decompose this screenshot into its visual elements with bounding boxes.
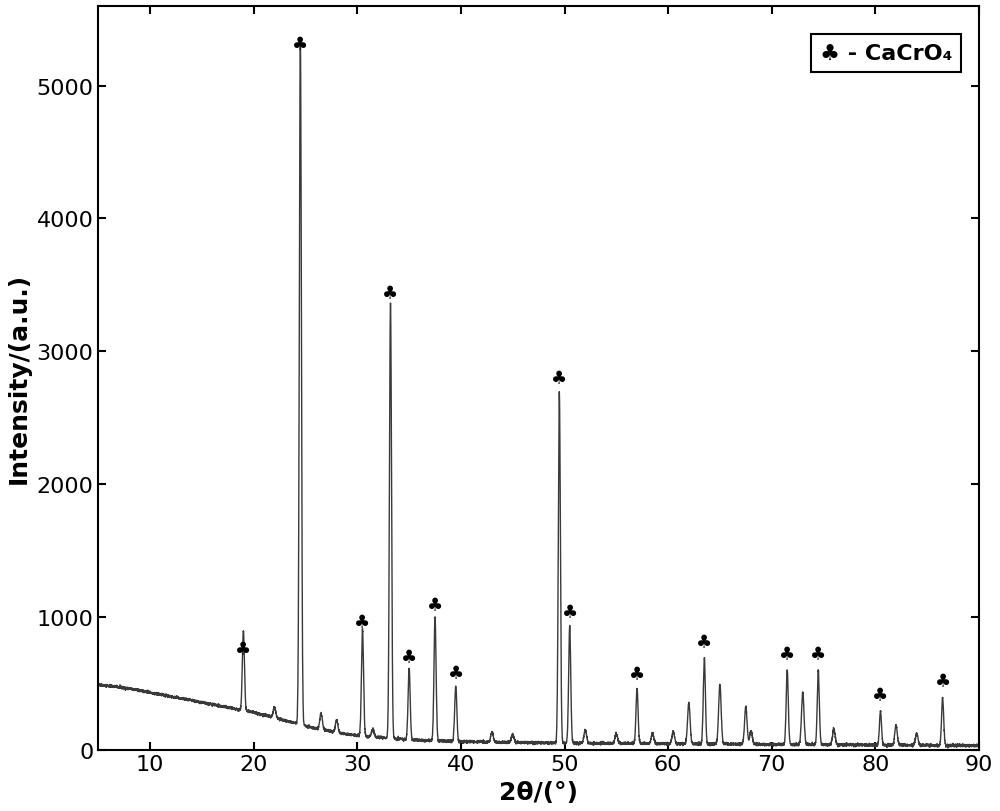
Text: ♣: ♣ [810,646,826,663]
Text: ♣ - CaCrO₄: ♣ - CaCrO₄ [820,44,952,64]
Text: ♣: ♣ [448,664,464,682]
Text: ♣: ♣ [235,640,251,659]
Text: ♣: ♣ [354,614,371,632]
Text: ♣: ♣ [427,596,443,615]
Y-axis label: Intensity/(a.u.): Intensity/(a.u.) [7,272,31,483]
Text: ♣: ♣ [935,672,951,690]
Text: ♣: ♣ [779,646,795,663]
X-axis label: 2θ/(°): 2θ/(°) [499,780,578,804]
Text: ♣: ♣ [292,36,308,54]
Text: ♣: ♣ [696,633,712,651]
Text: ♣: ♣ [382,285,399,303]
Text: ♣: ♣ [551,370,567,388]
Text: ♣: ♣ [562,603,578,621]
Text: ♣: ♣ [629,665,645,684]
Text: ♣: ♣ [401,648,417,666]
Text: ♣: ♣ [872,687,889,705]
